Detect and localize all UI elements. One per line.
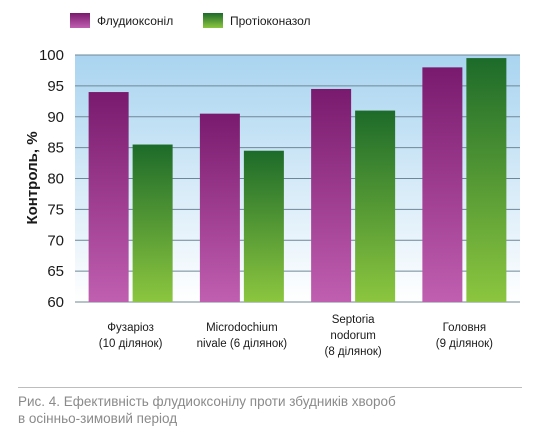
x-category-label: (9 ділянок) xyxy=(436,338,493,350)
bar-chart: 60 65 70 75 80 85 90 95 100 Фузаріоз (10 ділянок)… xyxy=(24,13,520,358)
y-tick-label: 70 xyxy=(47,232,64,249)
x-axis-categories: Фузаріоз (10 ділянок) Microdochium nivale (… xyxy=(99,314,493,358)
bar-series-1 xyxy=(422,67,463,302)
x-category-label: nodorum xyxy=(330,330,375,342)
caption-line-2: в осінньо-зимовий період xyxy=(18,411,178,426)
bar-series-2 xyxy=(466,58,507,303)
x-category-label: (8 ділянок) xyxy=(325,346,382,358)
legend-label-series-1: Флудиоксоніл xyxy=(97,14,173,28)
figure-caption: Рис. 4. Ефективність флудиоксонілу проти… xyxy=(18,393,528,427)
bar-series-1 xyxy=(311,88,352,303)
x-category-label: (10 ділянок) xyxy=(99,338,163,350)
y-tick-label: 95 xyxy=(47,78,64,95)
y-axis-label: Контроль, % xyxy=(24,131,41,224)
y-tick-label: 75 xyxy=(47,201,64,218)
bar-series-2 xyxy=(355,110,396,302)
x-category-label: nivale (6 ділянок) xyxy=(197,338,288,350)
y-axis-ticks: 60 65 70 75 80 85 90 95 100 xyxy=(39,47,64,311)
legend-swatch-series-1 xyxy=(70,13,90,28)
bar-series-2 xyxy=(243,150,284,302)
x-category-label: Головня xyxy=(443,322,487,334)
caption-divider xyxy=(18,387,522,388)
y-tick-label: 60 xyxy=(47,294,64,311)
legend: Флудиоксоніл Протіоконазол xyxy=(70,13,311,28)
x-category-label: Septoria xyxy=(332,314,375,326)
y-tick-label: 100 xyxy=(39,47,64,64)
bars xyxy=(88,58,507,303)
x-category-label: Фузаріоз xyxy=(107,322,154,334)
bar-series-1 xyxy=(199,113,240,302)
bar-series-2 xyxy=(132,144,173,302)
y-tick-label: 90 xyxy=(47,109,64,126)
y-tick-label: 80 xyxy=(47,171,64,188)
bar-series-1 xyxy=(88,92,129,302)
legend-label-series-2: Протіоконазол xyxy=(230,14,311,28)
caption-line-1: Рис. 4. Ефективність флудиоксонілу проти… xyxy=(18,394,396,409)
y-tick-label: 65 xyxy=(47,263,64,280)
x-category-label: Microdochium xyxy=(206,322,278,334)
y-tick-label: 85 xyxy=(47,140,64,157)
legend-swatch-series-2 xyxy=(203,13,223,28)
